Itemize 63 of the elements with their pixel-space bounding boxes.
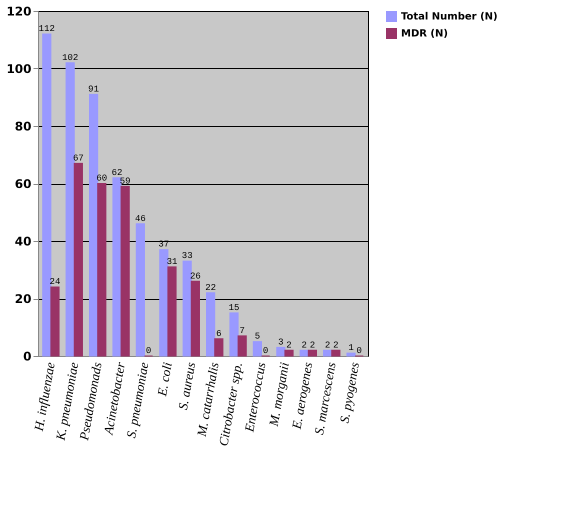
y-tick-label: 40 [14,234,32,248]
data-label: 33 [182,251,193,262]
y-tick-label: 60 [14,177,32,191]
bar [346,352,356,356]
bar [238,335,247,356]
data-label: 2 [302,340,307,350]
y-tick-label: 120 [6,4,32,18]
data-label: 5 [254,332,260,342]
data-label: 91 [88,84,99,94]
bar [167,266,177,356]
bar [300,350,309,356]
data-label: 2 [310,340,316,350]
data-label: 2 [286,340,292,350]
bar [182,260,192,356]
bar [42,34,52,356]
bar [97,183,106,356]
data-label: 6 [216,328,222,339]
bar [74,162,83,356]
data-label: 26 [190,271,201,282]
data-label: 2 [333,340,339,350]
data-label: 22 [205,282,216,293]
x-tick-label: H. influenzae [30,360,58,433]
data-label: 31 [166,256,178,267]
bar [120,186,130,356]
bar [206,292,216,356]
bar [252,341,262,356]
data-label: 0 [356,346,362,356]
bar [331,350,340,356]
data-label: 46 [134,214,146,224]
legend-label: MDR (N) [401,28,448,40]
data-label: 1 [348,343,354,354]
y-tick-label: 0 [23,350,32,364]
y-tick-label: 80 [14,120,32,134]
x-tick-label: S. aureus [175,361,198,411]
bar [50,286,60,356]
bar [276,346,286,356]
data-label: 59 [120,176,131,186]
legend-label: Total Number (N) [401,12,498,22]
data-label: 102 [62,52,78,63]
data-label: 2 [324,340,330,350]
x-tick-label: S. pyogenes [336,361,362,424]
bar [88,94,98,356]
x-tick-label: E. coli [154,360,175,398]
bar [229,312,239,356]
data-label: 112 [38,24,55,34]
bar [214,338,224,356]
data-label: 15 [228,302,240,313]
bar [66,62,75,356]
data-label: 7 [240,326,245,336]
bar [284,350,294,356]
bar [136,223,145,356]
data-label: 62 [112,168,122,178]
bar [159,249,168,356]
data-label: 0 [146,346,152,356]
data-label: 60 [96,174,108,184]
data-label: 0 [262,346,268,356]
y-tick-label: 100 [6,62,32,76]
data-label: 3 [278,337,284,348]
data-label: 24 [50,277,60,287]
data-label: 67 [72,153,84,164]
y-tick-label: 20 [14,292,32,306]
bar [190,280,200,356]
bar [308,350,318,356]
